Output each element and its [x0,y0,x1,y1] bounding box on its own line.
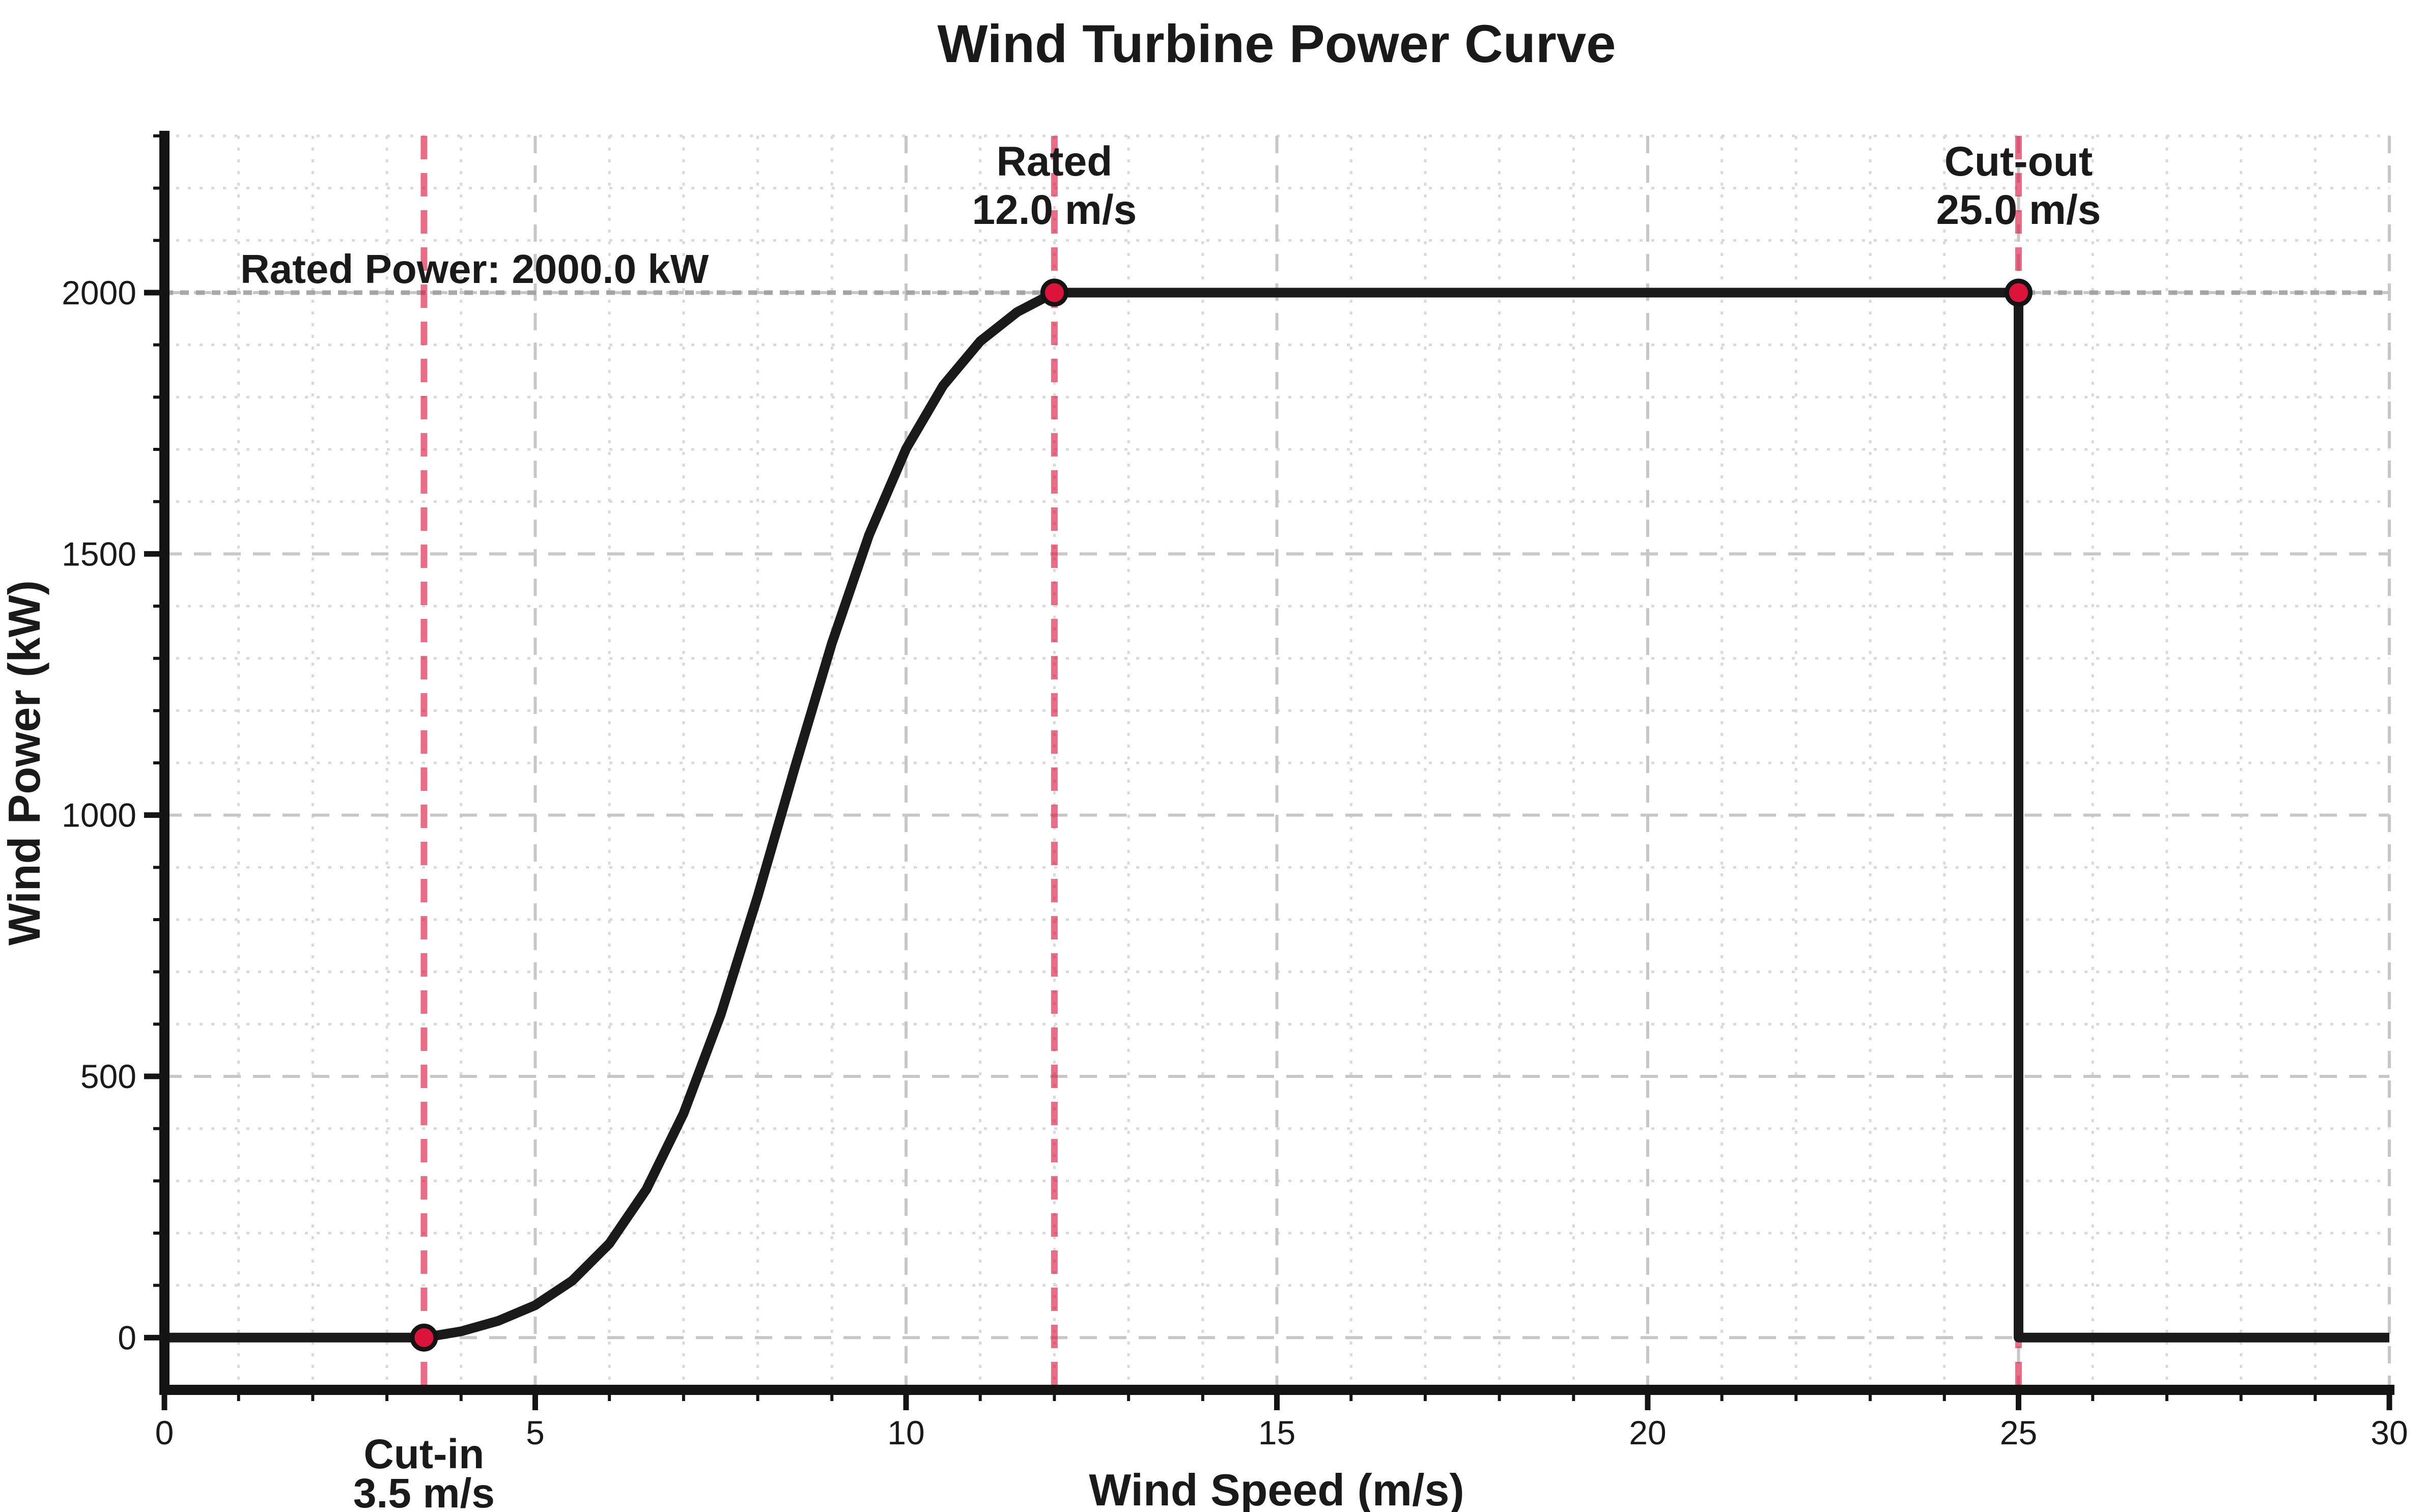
threshold-label: 3.5 m/s [353,1470,495,1512]
power-curve-line [164,288,2389,1343]
threshold-marker [410,1323,438,1352]
threshold-label: Cut-in [364,1431,485,1477]
x-tick-label: 0 [155,1414,174,1451]
chart-title: Wind Turbine Power Curve [937,14,1616,74]
power-curve-layer [164,288,2389,1343]
y-tick-label: 1500 [62,535,136,573]
threshold-label: Cut-out [1944,138,2093,185]
y-axis-label: Wind Power (kW) [0,580,49,946]
x-tick-label: 20 [1629,1414,1666,1451]
x-tick-label: 5 [526,1414,545,1451]
threshold-label: 25.0 m/s [1936,187,2101,233]
threshold-label: Rated [996,138,1112,185]
y-tick-label: 500 [80,1058,136,1095]
threshold-marker [2005,278,2033,307]
y-tick-label: 1000 [62,796,136,834]
tick-label-layer: 0 5 10 15 20 25 30 0 500 1000 1500 2000 [62,274,2408,1451]
threshold-lines-layer [420,136,2022,1390]
y-tick-label: 2000 [62,274,136,311]
rated-power-note: Rated Power: 2000.0 kW [240,246,709,292]
marker-layer [410,278,2033,1352]
x-tick-label: 25 [2000,1414,2037,1451]
x-tick-label: 30 [2371,1414,2408,1451]
y-tick-label: 0 [118,1319,136,1356]
x-tick-label: 10 [887,1414,924,1451]
axes-layer [144,131,2394,1410]
x-tick-label: 15 [1258,1414,1295,1451]
x-axis-label: Wind Speed (m/s) [1089,1465,1464,1512]
threshold-marker [1040,278,1068,307]
grid-major-layer [163,136,2391,1390]
threshold-label: 12.0 m/s [972,187,1137,233]
